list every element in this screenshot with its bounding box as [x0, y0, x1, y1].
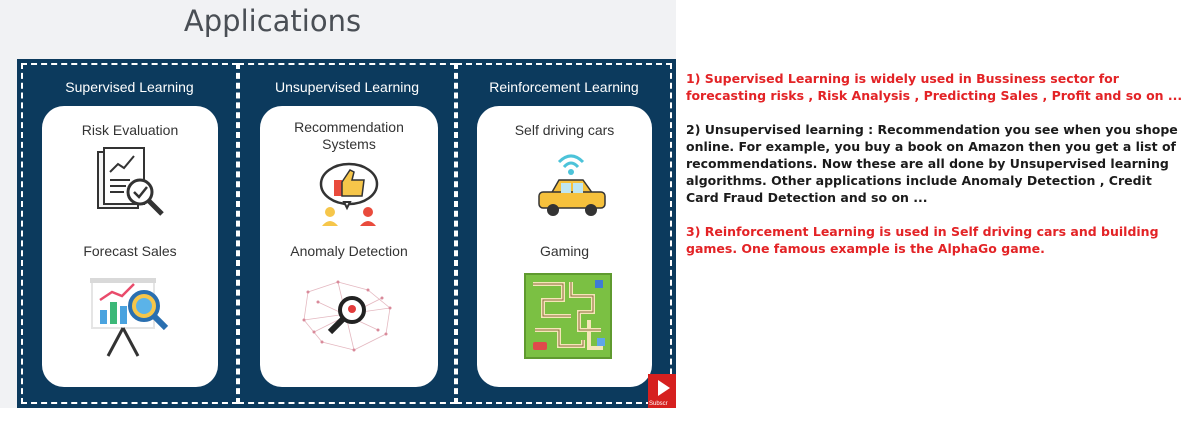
recommendation-label-line1: Recommendation	[294, 119, 404, 135]
supervised-card: Risk Evaluation Forecast Sales	[42, 106, 218, 387]
unsupervised-card: Recommendation Systems Anomaly Detection	[260, 106, 438, 387]
supervised-column	[21, 63, 238, 404]
reinforcement-column	[456, 63, 672, 404]
unsupervised-heading: Unsupervised Learning	[275, 79, 419, 95]
applications-board: Supervised Learning Risk Evaluation Fore…	[17, 59, 676, 408]
self-driving-car-icon	[538, 154, 606, 216]
notes-panel: 1) Supervised Learning is widely used in…	[686, 70, 1186, 274]
self-driving-cars-label: Self driving cars	[514, 122, 615, 138]
anomaly-detection-label: Anomaly Detection	[290, 243, 408, 259]
risk-evaluation-document-magnifier-icon	[97, 147, 164, 216]
reinforcement-card: Self driving cars Gaming	[477, 106, 652, 387]
play-icon	[658, 380, 670, 396]
recommendation-thumbs-up-people-icon	[319, 162, 379, 226]
note-supervised: 1) Supervised Learning is widely used in…	[686, 71, 1183, 103]
subscribe-button[interactable]: Subscr	[648, 374, 676, 408]
slide-screenshot: Applications Supervised Learning Risk Ev…	[0, 0, 676, 408]
note-reinforcement: 3) Reinforcement Learning is used in Sel…	[686, 224, 1159, 256]
supervised-heading: Supervised Learning	[65, 79, 194, 95]
forecast-sales-label: Forecast Sales	[83, 243, 177, 259]
note-unsupervised: 2) Unsupervised learning : Recommendatio…	[686, 122, 1178, 205]
forecast-sales-chart-board-icon	[90, 278, 169, 357]
reinforcement-heading: Reinforcement Learning	[489, 79, 639, 95]
subscribe-label: Subscr	[649, 401, 668, 407]
anomaly-detection-magnifier-icon	[302, 280, 392, 352]
slide-title: Applications	[183, 4, 362, 38]
recommendation-label-line2: Systems	[322, 136, 376, 152]
unsupervised-column	[238, 63, 456, 404]
risk-evaluation-label: Risk Evaluation	[81, 122, 179, 138]
maze-board-game-icon	[524, 273, 612, 359]
gaming-label: Gaming	[539, 243, 590, 259]
